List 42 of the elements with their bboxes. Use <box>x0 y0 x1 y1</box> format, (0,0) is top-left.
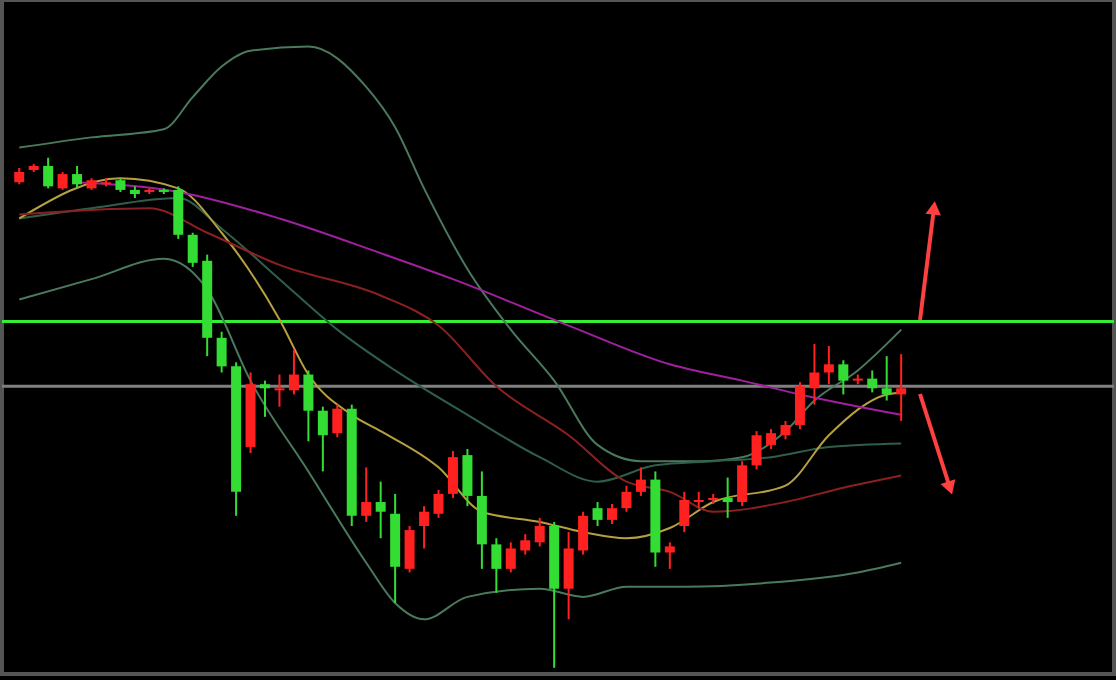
candlestick <box>867 369 878 394</box>
candlestick <box>419 505 430 550</box>
candlestick <box>679 490 690 534</box>
candlestick <box>505 541 516 574</box>
candlestick <box>737 460 748 508</box>
candlestick <box>332 403 343 439</box>
candlestick <box>491 537 502 594</box>
candlestick <box>592 501 603 527</box>
candlestick <box>578 510 589 556</box>
candlestick <box>635 466 646 497</box>
candlestick <box>766 428 777 450</box>
candlestick <box>462 447 473 508</box>
candlestick <box>173 185 184 240</box>
candlestick <box>794 381 805 431</box>
candlestick <box>664 541 675 570</box>
candlestick <box>809 342 820 406</box>
candlestick <box>187 231 198 268</box>
candlestick <box>838 359 849 396</box>
candlestick <box>751 430 762 471</box>
candlestick <box>433 488 444 519</box>
candlestick <box>563 531 574 621</box>
candlestick <box>72 164 83 190</box>
candlestick <box>780 419 791 441</box>
candlestick <box>823 344 834 386</box>
candlestick <box>896 353 907 422</box>
candlestick <box>288 349 299 396</box>
candlestick <box>607 503 617 525</box>
candlestick <box>881 355 892 402</box>
candlestick <box>260 379 271 418</box>
candlestick <box>317 405 328 473</box>
candlestick <box>621 484 632 513</box>
candlestick <box>375 480 386 540</box>
candlestick <box>303 369 314 443</box>
candlestick <box>404 525 415 574</box>
candlestick <box>361 466 372 523</box>
candlestick <box>274 373 285 408</box>
candlestick <box>216 330 227 374</box>
candlestick <box>520 533 531 556</box>
candlestick <box>722 476 733 519</box>
candlestick <box>43 156 54 190</box>
candlestick <box>447 450 458 499</box>
candlestick <box>534 516 545 548</box>
